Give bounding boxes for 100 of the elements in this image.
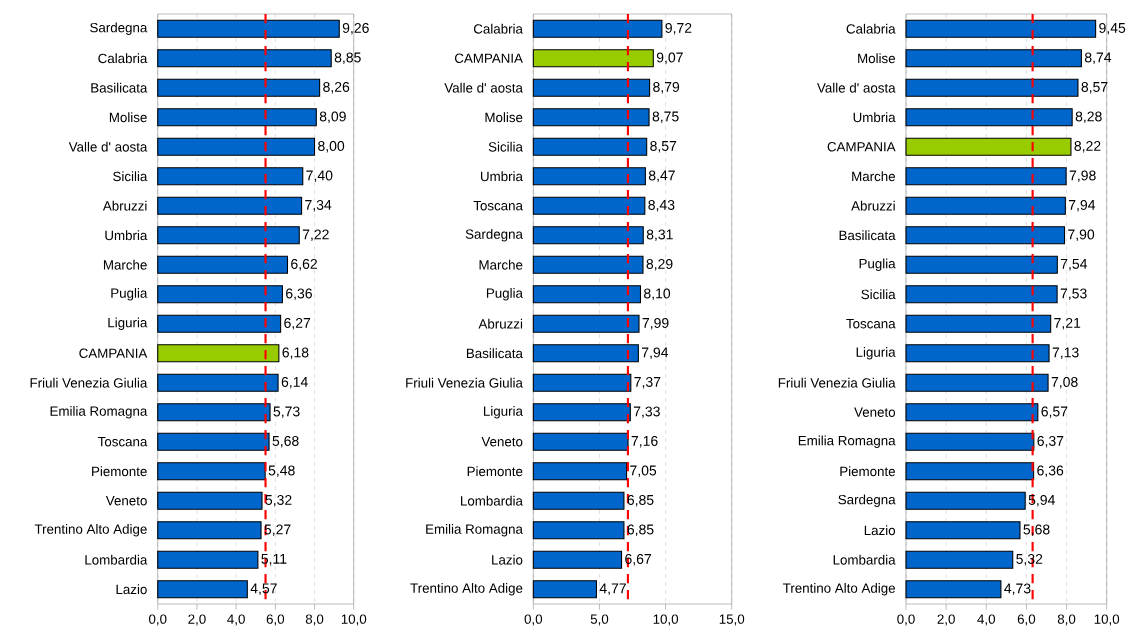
y-tick-label: Lazio bbox=[864, 525, 896, 536]
bar bbox=[532, 49, 654, 68]
data-label: 6,57 bbox=[1041, 406, 1068, 419]
bar bbox=[905, 285, 1058, 304]
bar bbox=[157, 403, 271, 422]
y-tick-label: Marche bbox=[103, 259, 147, 270]
y-tick-label: Sardegna bbox=[838, 494, 896, 507]
bar bbox=[905, 580, 1002, 599]
bar bbox=[905, 344, 1050, 363]
y-tick-label: Basilicata bbox=[839, 230, 896, 241]
y-tick-label: Liguria bbox=[108, 317, 148, 330]
data-label: 8,26 bbox=[323, 81, 350, 94]
bar bbox=[532, 314, 640, 333]
x-tick-label: 0,0 bbox=[897, 614, 915, 626]
bar bbox=[905, 521, 1021, 540]
x-tick-label: 5,0 bbox=[590, 614, 609, 626]
data-label: 6,36 bbox=[1037, 465, 1064, 478]
x-tick-label: 6,0 bbox=[266, 614, 285, 626]
data-label: 7,16 bbox=[631, 435, 658, 448]
y-tick-label: Sicilia bbox=[861, 289, 896, 300]
bar bbox=[905, 491, 1026, 510]
data-label: 8,29 bbox=[646, 258, 673, 271]
y-tick-label: Piemonte bbox=[467, 466, 523, 477]
bar bbox=[905, 108, 1073, 127]
bar bbox=[157, 491, 263, 510]
y-tick-label: Lazio bbox=[492, 554, 523, 565]
bar bbox=[157, 167, 304, 186]
x-tick-label: 10,0 bbox=[341, 614, 367, 626]
data-label: 8,75 bbox=[652, 111, 679, 124]
data-label: 7,13 bbox=[1052, 347, 1079, 360]
data-label: 8,31 bbox=[646, 229, 673, 242]
data-label: 6,27 bbox=[284, 317, 311, 330]
y-tick-label: Puglia bbox=[486, 288, 523, 301]
data-label: 8,74 bbox=[1084, 52, 1112, 65]
y-tick-label: Valle d' aosta bbox=[444, 82, 523, 93]
data-label: 5,32 bbox=[1016, 553, 1043, 566]
data-label: 7,08 bbox=[1051, 376, 1078, 389]
bar bbox=[157, 196, 303, 215]
y-tick-label: Emilia Romagna bbox=[426, 524, 523, 537]
y-tick-label: Molise bbox=[109, 112, 147, 123]
data-label: 7,33 bbox=[633, 406, 660, 419]
bar bbox=[532, 255, 644, 274]
bar bbox=[157, 432, 270, 451]
y-tick-label: Emilia Romagna bbox=[50, 406, 148, 419]
y-tick-label: Toscana bbox=[473, 201, 523, 211]
bar bbox=[157, 550, 259, 569]
x-tick-label: 2,0 bbox=[188, 614, 206, 626]
x-tick-label: 10,0 bbox=[653, 614, 679, 626]
y-tick-label: Veneto bbox=[105, 496, 147, 506]
y-tick-label: Calabria bbox=[473, 23, 523, 34]
data-label: 8,47 bbox=[648, 170, 675, 183]
x-tick-label: 15,0 bbox=[719, 614, 745, 626]
bar bbox=[532, 521, 625, 540]
y-tick-label: Toscana bbox=[846, 319, 896, 329]
bar bbox=[905, 255, 1058, 274]
y-tick-label: Liguria bbox=[484, 406, 523, 419]
y-tick-label: Marche bbox=[479, 259, 523, 270]
data-label: 8,09 bbox=[319, 111, 346, 124]
y-tick-label: Abruzzi bbox=[102, 200, 147, 211]
x-tick-label: 4,0 bbox=[227, 614, 245, 626]
data-label: 7,40 bbox=[306, 170, 333, 183]
y-tick-label: Veneto bbox=[854, 407, 896, 417]
y-tick-label: Trentino Alto Adige bbox=[782, 583, 895, 596]
bar bbox=[532, 491, 625, 510]
y-tick-label: Veneto bbox=[481, 437, 523, 447]
y-tick-label: Umbria bbox=[853, 112, 896, 123]
x-tick-label: 2,0 bbox=[937, 614, 955, 626]
y-tick-label: Sardegna bbox=[465, 229, 523, 242]
y-tick-label: Umbria bbox=[105, 230, 148, 241]
bar bbox=[157, 580, 248, 599]
data-label: 8,00 bbox=[318, 140, 345, 153]
y-tick-label: Molise bbox=[485, 112, 523, 123]
x-tick-label: 8,0 bbox=[1057, 614, 1076, 626]
y-tick-label: Abruzzi bbox=[851, 200, 895, 211]
bar bbox=[905, 462, 1035, 481]
x-tick-label: 0,0 bbox=[524, 614, 543, 626]
bar bbox=[532, 432, 629, 451]
bar bbox=[157, 255, 289, 274]
y-tick-label: Molise bbox=[858, 53, 895, 64]
data-label: 8,79 bbox=[653, 81, 680, 94]
x-tick-label: 6,0 bbox=[1017, 614, 1036, 626]
bar bbox=[157, 19, 340, 38]
data-label: 7,94 bbox=[642, 347, 669, 360]
bar bbox=[157, 49, 332, 68]
y-tick-label: Valle d' aosta bbox=[68, 141, 148, 152]
data-label: 7,21 bbox=[1054, 317, 1081, 330]
bar bbox=[532, 108, 650, 127]
data-label: 6,62 bbox=[291, 258, 317, 271]
bar bbox=[532, 196, 646, 215]
y-tick-label: Basilicata bbox=[91, 82, 148, 93]
bar bbox=[157, 314, 282, 333]
y-tick-label: Basilicata bbox=[466, 348, 523, 359]
bar bbox=[157, 521, 262, 540]
data-label: 8,57 bbox=[650, 140, 677, 153]
bar bbox=[157, 78, 321, 97]
data-label: 6,67 bbox=[625, 553, 652, 566]
bar bbox=[905, 373, 1049, 392]
bar bbox=[905, 78, 1079, 97]
x-tick-label: 0,0 bbox=[148, 614, 167, 626]
data-label: 8,28 bbox=[1075, 111, 1102, 124]
